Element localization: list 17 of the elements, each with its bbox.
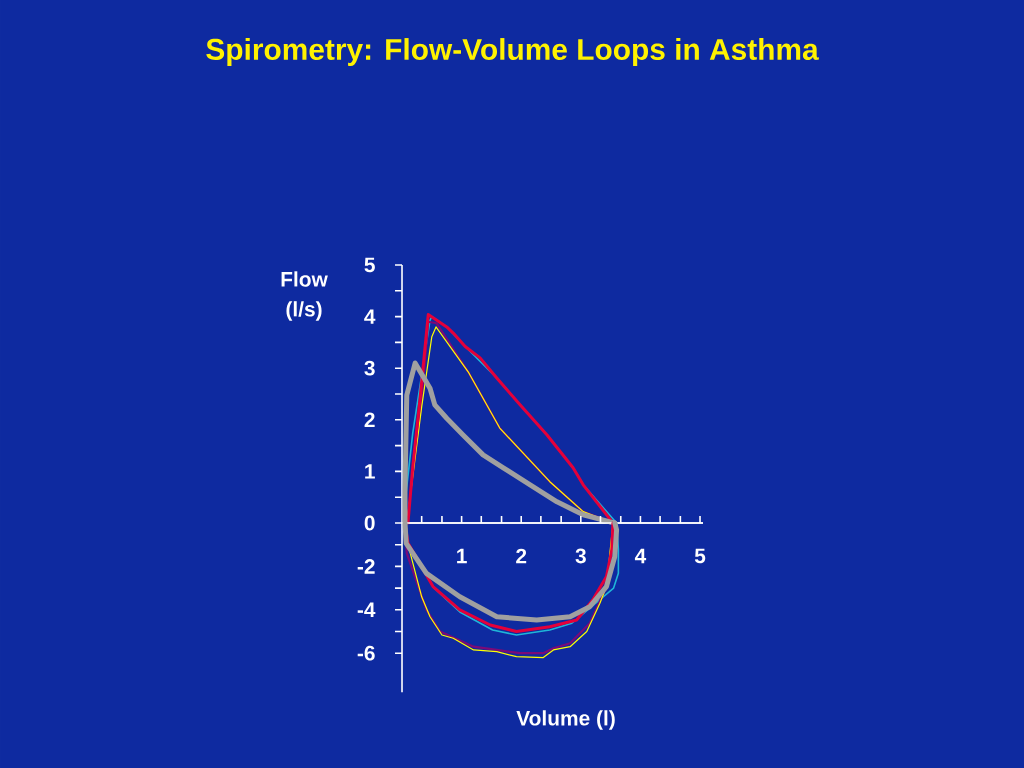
x-tick-label: 5 [694, 548, 706, 564]
y-tick-label: -4 [357, 602, 376, 617]
y-tick-label: -2 [357, 559, 375, 574]
x-axis-title: Volume (l) [516, 710, 615, 730]
x-tick-label: 1 [457, 548, 467, 564]
y-tick-label: 5 [364, 257, 375, 273]
x-tick-label: 4 [634, 548, 647, 564]
y-tick-label: 3 [364, 360, 375, 376]
chart-title: Spirometry: Flow-Volume Loops in Asthma [206, 38, 819, 66]
x-tick-label: 3 [575, 548, 586, 564]
y-tick-label: 2 [364, 412, 375, 428]
y-tick-label: 0 [364, 515, 375, 531]
y-axis-title: Flow (l/s) [281, 271, 328, 321]
y-tick-label: 4 [364, 309, 376, 324]
y-tick-label: 1 [365, 464, 375, 479]
y-tick-label: -6 [357, 645, 375, 661]
x-tick-label: 2 [516, 548, 527, 564]
